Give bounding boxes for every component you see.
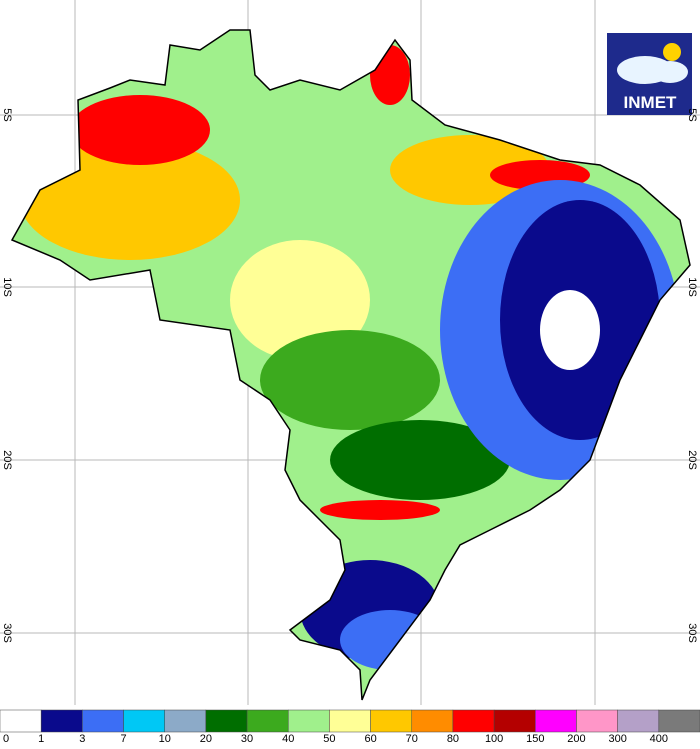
- lat-label: 30S: [686, 623, 698, 643]
- colorbar-label: 30: [241, 733, 253, 744]
- colorbar-label: 400: [650, 733, 668, 744]
- logo: INMET: [607, 33, 692, 115]
- colorbar-cell: [123, 709, 165, 733]
- lat-labels: 5S 5S 10S 10S 20S 20S 30S 30S: [1, 108, 698, 643]
- logo-cloud: [652, 61, 688, 83]
- field-blob: [230, 240, 370, 360]
- colorbar-cell: [205, 709, 248, 733]
- lat-label: 10S: [1, 277, 13, 297]
- colorbar-label: 80: [447, 733, 459, 744]
- colorbar-cell: [40, 709, 83, 733]
- colorbar-label: 20: [200, 733, 212, 744]
- colorbar-cell: [576, 709, 618, 733]
- colorbar-label: 200: [567, 733, 585, 744]
- field-blob: [390, 135, 550, 205]
- lat-label: 20S: [686, 450, 698, 470]
- colorbar-cell: [452, 709, 495, 733]
- colorbar-label: 70: [406, 733, 418, 744]
- colorbar-label: 60: [364, 733, 376, 744]
- lat-label: 20S: [1, 450, 13, 470]
- colorbar-label: 50: [323, 733, 335, 744]
- lat-label: 30S: [1, 623, 13, 643]
- colorbar-cell: [287, 709, 330, 733]
- colorbar-cell: [0, 709, 42, 733]
- field-blob: [260, 330, 440, 430]
- colorbar-cell: [246, 709, 289, 733]
- logo-sun: [663, 43, 681, 61]
- colorbar-label: 150: [526, 733, 544, 744]
- field-blob: [320, 500, 440, 520]
- colorbar-label: 100: [485, 733, 503, 744]
- lat-label: 5S: [1, 108, 13, 121]
- colorbar-cell: [411, 709, 454, 733]
- colorbar-label: 300: [608, 733, 626, 744]
- colorbar-label: 40: [282, 733, 294, 744]
- colorbar-cell: [617, 709, 660, 733]
- field-blob: [370, 45, 410, 105]
- colorbar-label: 1: [38, 733, 44, 744]
- colorbar: 0 1 3 7 10 20 30 40 50 60 70 80 100 150 200 300 400: [0, 709, 700, 745]
- colorbar-cell: [370, 709, 413, 733]
- lat-label: 10S: [686, 277, 698, 297]
- colorbar-label: 0: [3, 733, 9, 744]
- field-blob: [70, 95, 210, 165]
- lat-label: 5S: [686, 108, 698, 121]
- colorbar-cell: [82, 709, 124, 733]
- colorbar-label: 10: [159, 733, 171, 744]
- colorbar-cell: [493, 709, 536, 733]
- field-blob: [340, 610, 440, 670]
- colorbar-cell: [658, 709, 700, 733]
- colorbar-label: 7: [120, 733, 126, 744]
- field-blob: [540, 290, 600, 370]
- colorbar-cell: [329, 709, 371, 733]
- logo-text: INMET: [624, 93, 678, 112]
- colorbar-cell: [164, 709, 207, 733]
- field-blob: [330, 420, 510, 500]
- colorbar-label: 3: [79, 733, 85, 744]
- colorbar-cell: [535, 709, 577, 733]
